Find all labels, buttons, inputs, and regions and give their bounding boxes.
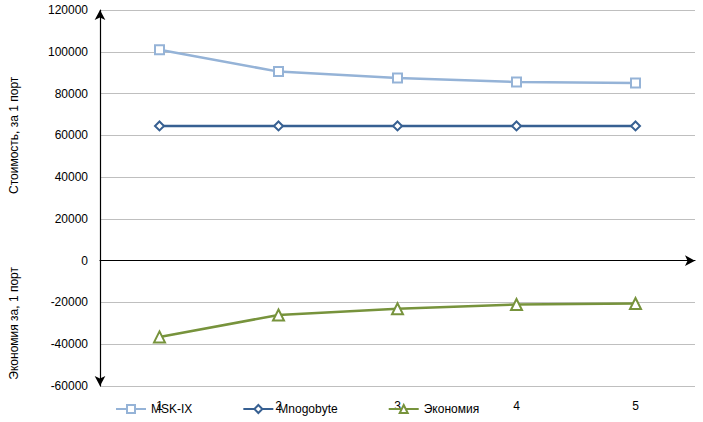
svg-text:100000: 100000 [48, 45, 88, 59]
svg-text:3: 3 [394, 399, 401, 413]
svg-text:80000: 80000 [55, 87, 89, 101]
svg-text:Стоимость, за 1 порт: Стоимость, за 1 порт [7, 76, 21, 194]
svg-text:120000: 120000 [48, 3, 88, 17]
svg-text:Mnogobyte: Mnogobyte [278, 402, 338, 416]
svg-text:MSK-IX: MSK-IX [151, 402, 192, 416]
svg-text:40000: 40000 [55, 170, 89, 184]
svg-text:Экономия за, 1 порт: Экономия за, 1 порт [7, 266, 21, 379]
svg-text:Экономия: Экономия [424, 402, 479, 416]
svg-text:4: 4 [513, 399, 520, 413]
svg-text:20000: 20000 [55, 212, 89, 226]
svg-text:-20000: -20000 [51, 295, 89, 309]
svg-text:0: 0 [81, 254, 88, 268]
svg-text:5: 5 [632, 399, 639, 413]
svg-text:-40000: -40000 [51, 337, 89, 351]
svg-text:-60000: -60000 [51, 379, 89, 393]
svg-text:60000: 60000 [55, 128, 89, 142]
